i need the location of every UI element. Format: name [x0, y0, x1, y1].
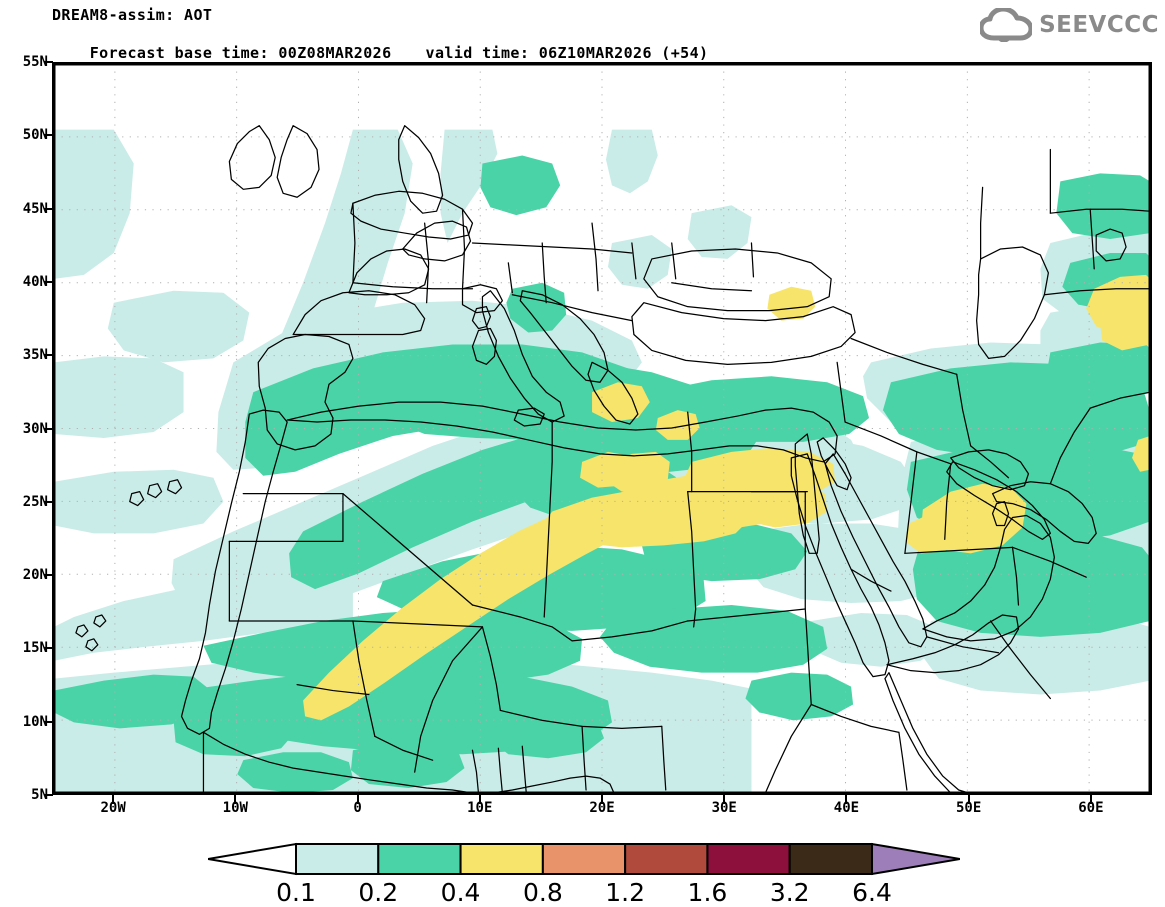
y-axis-tick-mark [44, 427, 53, 430]
y-axis-tick-label: 5N [31, 787, 48, 803]
colorbar-band-1[interactable] [295, 843, 380, 875]
y-axis-tick-mark [44, 354, 53, 357]
x-axis-tick-mark [845, 795, 848, 804]
colorbar-tick-label: 1.2 [605, 878, 646, 907]
colorbar-band-6[interactable] [706, 843, 791, 875]
x-axis-tick-mark [356, 795, 359, 804]
forecast-base-time: Forecast base time: 00Z08MAR2026 [89, 44, 392, 63]
x-axis-tick-label: 50E [956, 800, 982, 816]
coastlines-and-borders [75, 125, 1150, 793]
y-axis-tick-label: 55N [22, 54, 48, 70]
aot-contour-fills [54, 129, 1150, 793]
valid-time: valid time: 06Z10MAR2026 (+54) [425, 44, 709, 63]
colorbar-extend-low[interactable] [208, 842, 297, 876]
x-axis-tick-label: 30E [711, 800, 737, 816]
y-axis-tick-label: 35N [22, 347, 48, 364]
map-plot-area[interactable] [52, 62, 1152, 795]
y-axis-tick-label: 40N [22, 273, 48, 290]
y-axis-tick-mark [44, 61, 53, 63]
x-axis-tick-label: 20E [589, 800, 615, 816]
y-axis-tick-mark [44, 574, 53, 577]
y-axis-tick-label: 50N [22, 127, 48, 144]
colorbar-band-5[interactable] [624, 843, 709, 875]
x-axis-tick-mark [234, 795, 237, 804]
colorbar-band-2[interactable] [377, 843, 462, 875]
colorbar-tick-label: 3.2 [769, 878, 810, 907]
colorbar-band-7[interactable] [788, 843, 874, 875]
colorbar-band-4[interactable] [541, 843, 627, 875]
colorbar-tick-label: 0.2 [358, 878, 399, 907]
x-axis-tick-label: 20W [100, 800, 126, 816]
colorbar-tick-label: 0.4 [440, 878, 481, 907]
y-axis-tick-label: 45N [22, 200, 48, 217]
y-axis-tick-mark [44, 720, 53, 723]
map-gridlines [54, 64, 1150, 793]
x-axis-tick-label: 40E [833, 800, 860, 816]
colorbar-tick-label: 6.4 [852, 878, 892, 907]
x-axis-tick-label: 10E [467, 800, 493, 816]
colorbar-block[interactable]: 0.1 0.2 0.4 0.8 1.2 1.6 3.2 6.4 [0, 838, 1165, 907]
y-axis-tick-label: 20N [22, 567, 48, 584]
aot-map [54, 64, 1150, 793]
y-axis-tick-mark [44, 207, 53, 210]
x-axis-tick-mark [478, 795, 481, 804]
x-axis-tick-mark [1089, 795, 1092, 804]
cloud-icon [980, 8, 1033, 42]
colorbar-tick-label: 1.6 [687, 878, 728, 907]
y-axis-tick-label: 10N [22, 713, 48, 730]
y-axis-tick-mark [44, 647, 53, 650]
x-axis-tick-label: 60E [1078, 800, 1104, 816]
y-axis-tick-mark [44, 794, 53, 796]
x-axis-tick-mark [967, 795, 970, 804]
y-axis-tick-label: 30N [22, 420, 48, 437]
y-axis-tick-label: 15N [22, 640, 48, 657]
time-line: Forecast base time: 00Z08MAR2026 valid ti… [52, 25, 708, 83]
y-axis-tick-label: 25N [22, 493, 48, 510]
x-axis-tick-mark [112, 795, 115, 804]
logo-text: SEEVCCC [1039, 12, 1159, 38]
y-axis-tick-mark [44, 134, 53, 137]
x-axis-tick-label: 10W [222, 800, 248, 816]
colorbar-tick-label: 0.1 [276, 878, 316, 907]
y-axis-tick-mark [44, 500, 53, 503]
x-axis-tick-mark [723, 795, 726, 804]
y-axis-tick-mark [44, 280, 53, 283]
colorbar-band-3[interactable] [459, 843, 544, 875]
header-block: DREAM8-assim: AOT Forecast base time: 00… [52, 6, 708, 83]
seevccc-logo: SEEVCCC [980, 8, 1159, 42]
x-axis-tick-label: 0 [353, 800, 362, 816]
x-axis-tick-mark [601, 795, 603, 804]
title-line: DREAM8-assim: AOT [52, 6, 213, 24]
colorbar-extend-high[interactable] [871, 842, 960, 876]
colorbar-tick-label: 0.8 [522, 878, 563, 907]
colorbar[interactable] [208, 842, 960, 876]
